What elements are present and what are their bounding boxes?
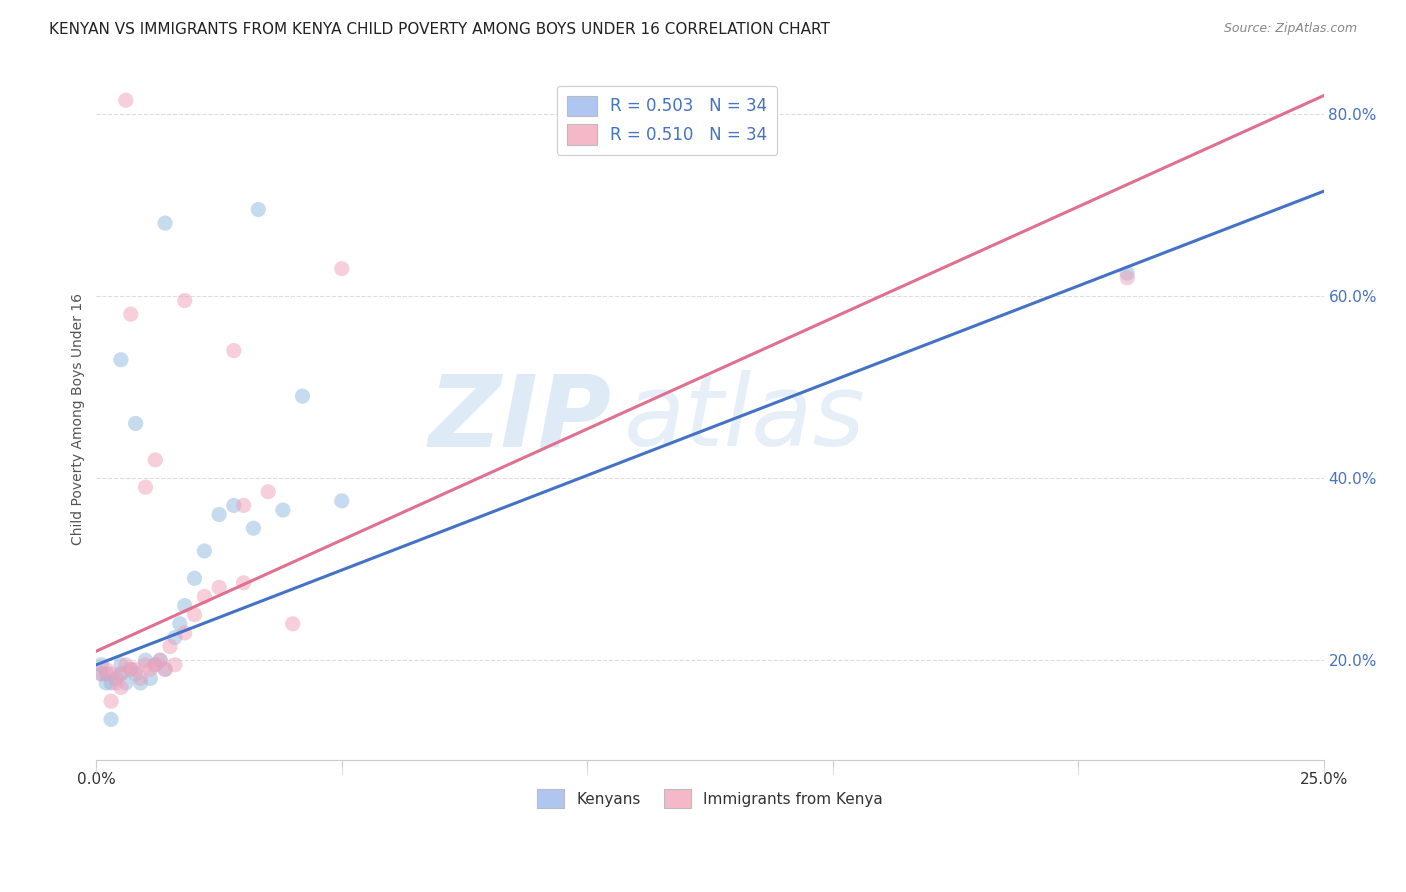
- Point: [208, 580, 231, 594]
- Point: [129, 676, 152, 690]
- Point: [110, 657, 132, 672]
- Point: [281, 616, 304, 631]
- Point: [183, 607, 205, 622]
- Point: [96, 676, 118, 690]
- Point: [139, 662, 162, 676]
- Point: [104, 672, 127, 686]
- Text: atlas: atlas: [624, 370, 866, 467]
- Text: KENYAN VS IMMIGRANTS FROM KENYA CHILD POVERTY AMONG BOYS UNDER 16 CORRELATION CH: KENYAN VS IMMIGRANTS FROM KENYA CHILD PO…: [49, 22, 830, 37]
- Point: [110, 681, 132, 695]
- Point: [193, 544, 215, 558]
- Point: [208, 508, 231, 522]
- Point: [153, 662, 176, 676]
- Point: [153, 216, 176, 230]
- Point: [143, 657, 166, 672]
- Point: [100, 666, 122, 681]
- Point: [143, 453, 166, 467]
- Point: [163, 657, 186, 672]
- Point: [1116, 266, 1139, 280]
- Point: [173, 599, 195, 613]
- Point: [120, 662, 142, 676]
- Point: [110, 666, 132, 681]
- Point: [153, 662, 176, 676]
- Point: [232, 499, 254, 513]
- Point: [120, 662, 142, 676]
- Point: [134, 480, 156, 494]
- Point: [104, 676, 127, 690]
- Point: [163, 631, 186, 645]
- Point: [114, 93, 136, 107]
- Point: [149, 653, 172, 667]
- Text: ZIP: ZIP: [429, 370, 612, 467]
- Point: [129, 672, 152, 686]
- Point: [173, 626, 195, 640]
- Point: [173, 293, 195, 308]
- Point: [291, 389, 314, 403]
- Point: [124, 666, 146, 681]
- Point: [120, 307, 142, 321]
- Point: [134, 653, 156, 667]
- Point: [134, 657, 156, 672]
- Point: [1116, 270, 1139, 285]
- Point: [96, 662, 118, 676]
- Point: [271, 503, 294, 517]
- Text: Source: ZipAtlas.com: Source: ZipAtlas.com: [1223, 22, 1357, 36]
- Point: [139, 672, 162, 686]
- Point: [232, 575, 254, 590]
- Point: [183, 571, 205, 585]
- Point: [149, 653, 172, 667]
- Point: [90, 666, 112, 681]
- Point: [169, 616, 191, 631]
- Point: [257, 484, 280, 499]
- Point: [159, 640, 181, 654]
- Point: [100, 713, 122, 727]
- Point: [114, 657, 136, 672]
- Point: [193, 590, 215, 604]
- Point: [96, 666, 118, 681]
- Point: [100, 694, 122, 708]
- Point: [330, 494, 353, 508]
- Point: [242, 521, 264, 535]
- Point: [114, 676, 136, 690]
- Point: [110, 352, 132, 367]
- Point: [90, 666, 112, 681]
- Point: [143, 657, 166, 672]
- Point: [330, 261, 353, 276]
- Point: [100, 676, 122, 690]
- Point: [247, 202, 270, 217]
- Point: [110, 666, 132, 681]
- Point: [222, 343, 245, 358]
- Point: [90, 657, 112, 672]
- Legend: Kenyans, Immigrants from Kenya: Kenyans, Immigrants from Kenya: [530, 783, 890, 814]
- Point: [124, 662, 146, 676]
- Point: [222, 499, 245, 513]
- Y-axis label: Child Poverty Among Boys Under 16: Child Poverty Among Boys Under 16: [72, 293, 86, 545]
- Point: [124, 417, 146, 431]
